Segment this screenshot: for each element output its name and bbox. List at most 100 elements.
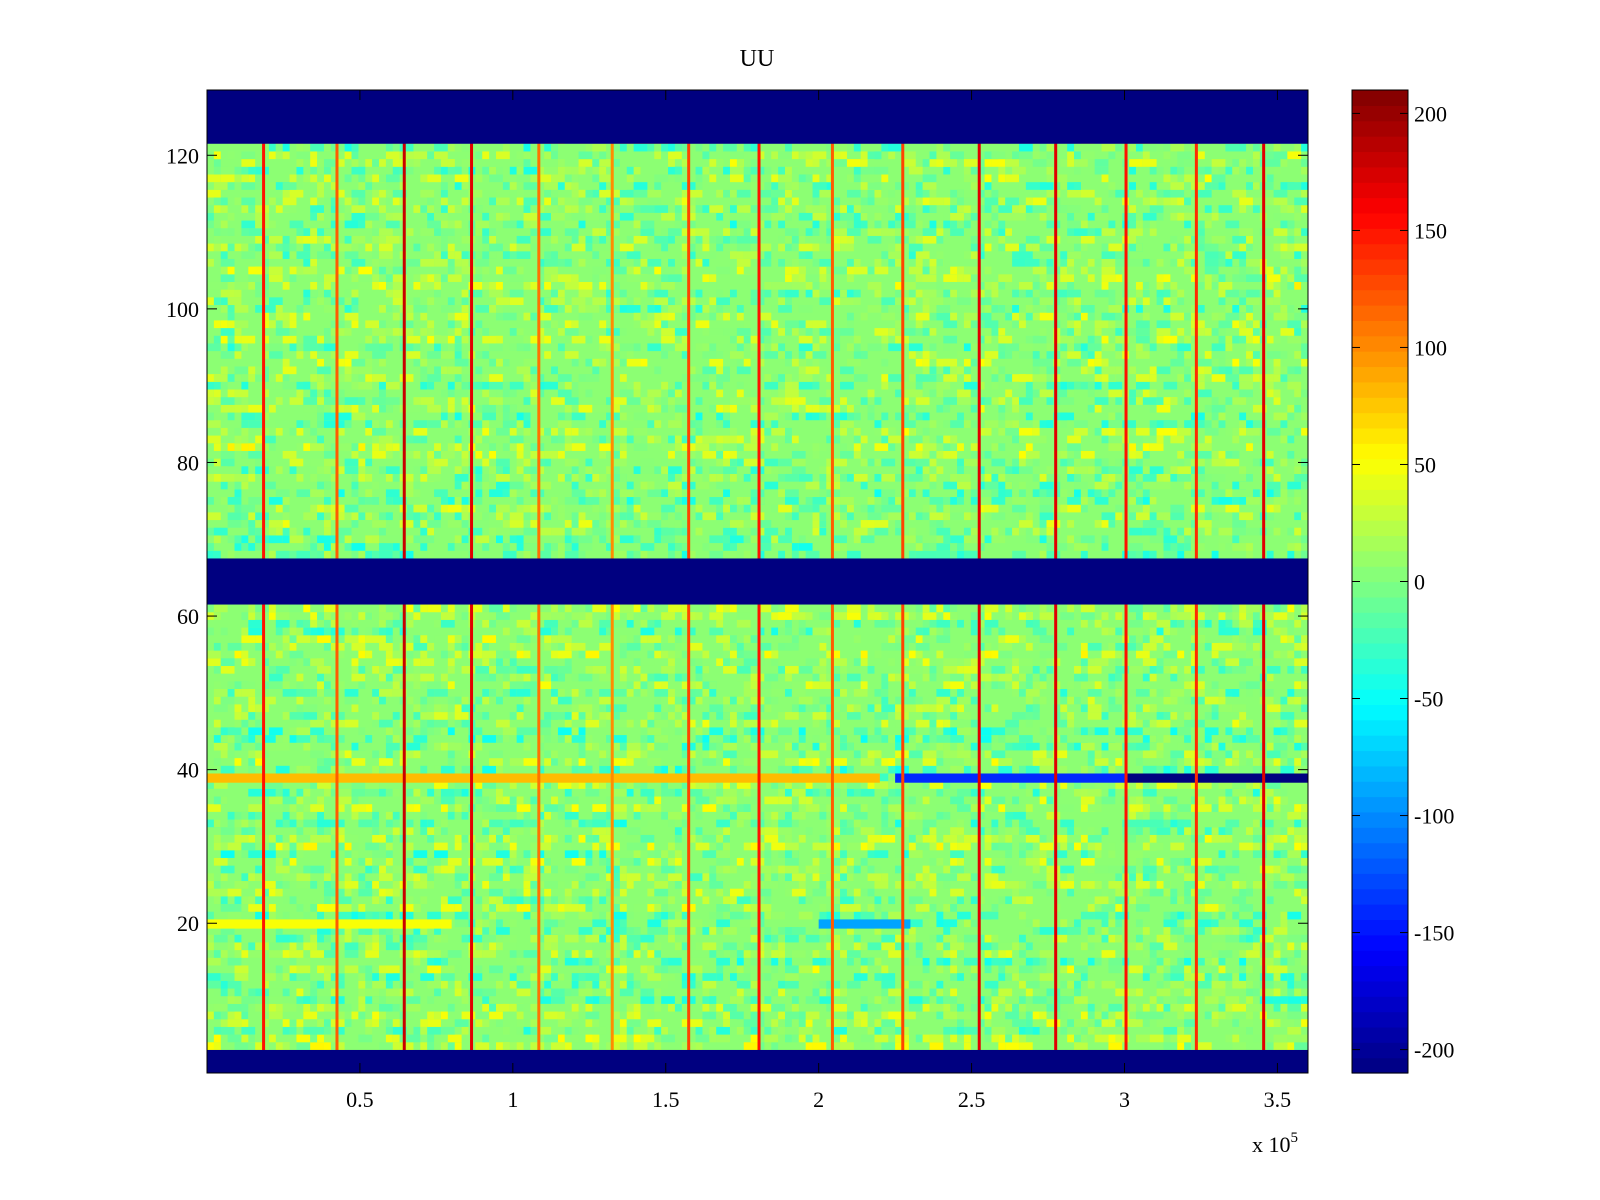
heatmap-cell (681, 911, 689, 920)
heatmap-cell (489, 888, 503, 897)
heatmap-cell (220, 627, 228, 636)
heatmap-cell (860, 857, 868, 866)
heatmap-cell (970, 535, 985, 544)
heatmap-cell (447, 1003, 455, 1012)
heatmap-cell (640, 635, 648, 643)
heatmap-cell (908, 550, 916, 559)
heatmap-cell (523, 873, 538, 882)
heatmap-cell (392, 681, 400, 690)
heatmap-cell (1046, 811, 1054, 820)
heatmap-cell (461, 520, 469, 528)
heatmap-cell (984, 957, 992, 966)
heatmap-cell (1046, 1019, 1061, 1027)
heatmap-cell (723, 942, 737, 951)
heatmap-cell (385, 658, 400, 666)
heatmap-cell (1039, 750, 1047, 759)
heatmap-cell (475, 1011, 490, 1020)
heatmap-cell (496, 696, 503, 705)
heatmap-cell (385, 673, 393, 682)
heatmap-cell (626, 919, 634, 928)
heatmap-cell (461, 765, 476, 774)
heatmap-cell (963, 980, 978, 989)
heatmap-cell (640, 681, 648, 690)
heatmap-cell (702, 896, 710, 905)
heatmap-cell (282, 527, 290, 536)
heatmap-cell (778, 665, 786, 674)
heatmap-cell (757, 535, 772, 544)
heatmap-cell (496, 942, 503, 951)
heatmap-cell (984, 612, 992, 620)
heatmap-cell (537, 827, 545, 835)
heatmap-cell (702, 888, 710, 897)
heatmap-cell (633, 942, 641, 951)
heatmap-cell (1239, 919, 1253, 928)
heatmap-cell (840, 819, 847, 828)
heatmap-cell (220, 904, 235, 912)
heatmap-cell (902, 934, 916, 943)
heatmap-cell (957, 857, 964, 866)
heatmap-cell (798, 727, 806, 736)
heatmap-cell (502, 627, 510, 636)
heatmap-cell (654, 988, 662, 997)
heatmap-cell (365, 842, 380, 851)
heatmap-cell (317, 827, 324, 835)
heatmap-cell (523, 950, 538, 958)
heatmap-cell (1232, 927, 1240, 935)
heatmap-cell (571, 765, 579, 774)
heatmap-cell (936, 719, 944, 728)
heatmap-cell (1005, 973, 1019, 981)
heatmap-cell (702, 834, 717, 843)
heatmap-cell (1294, 719, 1308, 728)
heatmap-cell (1246, 781, 1253, 789)
heatmap-cell (1067, 980, 1075, 989)
heatmap-cell (943, 665, 958, 674)
heatmap-cell (509, 819, 524, 828)
heatmap-cell (688, 788, 703, 797)
heatmap-cell (1012, 742, 1026, 751)
heatmap-cell (1135, 919, 1143, 928)
heatmap-cell (509, 904, 517, 912)
heatmap-cell (509, 673, 517, 682)
heatmap-cell (282, 988, 290, 997)
heatmap-cell (612, 604, 627, 613)
heatmap-cell (936, 635, 951, 643)
heatmap-cell (612, 934, 620, 943)
heatmap-cell (612, 689, 627, 697)
heatmap-cell (551, 911, 565, 920)
heatmap-cell (1101, 765, 1109, 774)
heatmap-cell (805, 627, 813, 636)
heatmap-cell (1032, 758, 1040, 766)
heatmap-cell (275, 881, 283, 889)
heatmap-cell (427, 1011, 435, 1020)
heatmap-cell (1184, 973, 1192, 981)
heatmap-cell (413, 681, 421, 690)
heatmap-cell (723, 827, 730, 835)
heatmap-cell (1252, 881, 1267, 889)
heatmap-cell (709, 996, 717, 1004)
heatmap-cell (1287, 1011, 1302, 1020)
heatmap-cell (619, 919, 627, 928)
heatmap-cell (950, 612, 958, 620)
heatmap-cell (1301, 834, 1308, 843)
heatmap-cell (571, 804, 579, 812)
heatmap-cell (1301, 934, 1308, 943)
heatmap-cell (915, 658, 923, 666)
heatmap-cell (227, 996, 242, 1004)
heatmap-cell (496, 765, 503, 774)
heatmap-cell (936, 735, 951, 743)
heatmap-cell (957, 819, 964, 828)
heatmap-cell (695, 796, 710, 805)
heatmap-cell (523, 727, 538, 736)
heatmap-cell (544, 834, 552, 843)
heatmap-cell (846, 950, 861, 958)
heatmap-cell (1142, 896, 1150, 905)
heatmap-cell (385, 996, 400, 1004)
heatmap-cell (282, 689, 297, 697)
heatmap-cell (612, 781, 620, 789)
heatmap-cell (537, 842, 552, 851)
heatmap-cell (840, 689, 847, 697)
heatmap-cell (1197, 980, 1212, 989)
heatmap-cell (750, 1003, 758, 1012)
heatmap-cell (785, 673, 792, 682)
heatmap-cell (379, 665, 393, 674)
